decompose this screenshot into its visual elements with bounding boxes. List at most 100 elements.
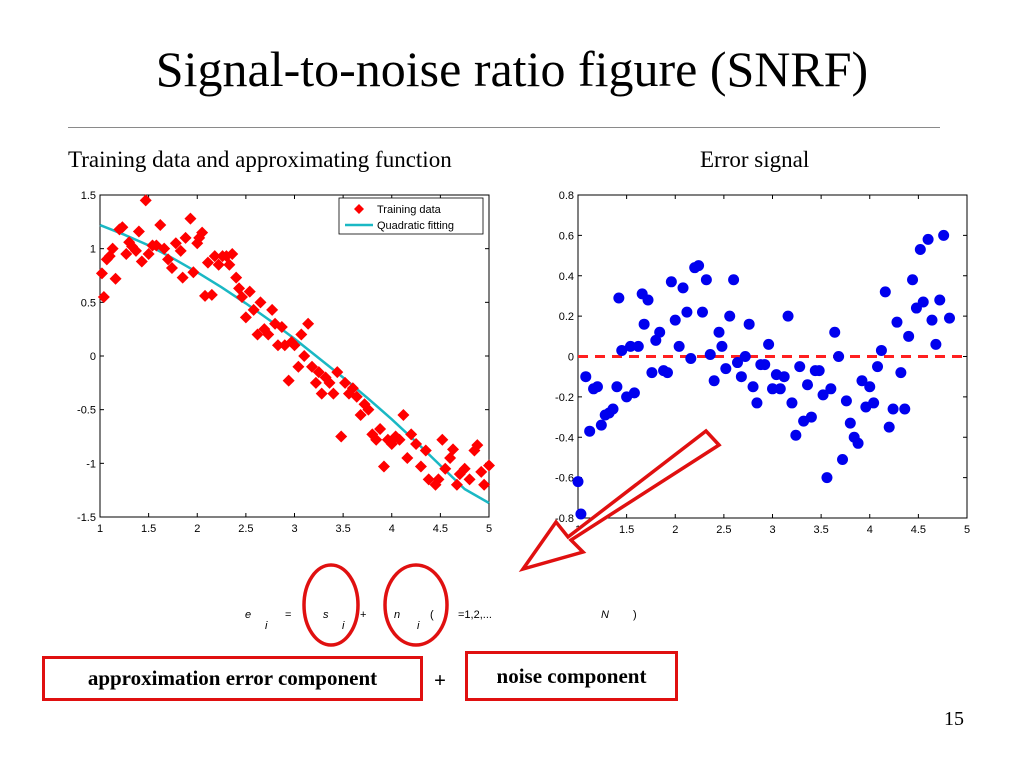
data-point bbox=[700, 274, 712, 286]
equation-noise: n bbox=[394, 609, 400, 621]
data-point bbox=[129, 244, 142, 257]
data-point bbox=[879, 286, 891, 298]
data-point bbox=[239, 311, 252, 324]
data-point bbox=[410, 438, 423, 451]
data-point bbox=[230, 271, 243, 284]
data-point bbox=[419, 444, 432, 457]
data-point bbox=[837, 453, 849, 465]
y-tick-label: 0 bbox=[90, 351, 96, 363]
y-tick-label: -1.5 bbox=[77, 512, 96, 524]
data-point bbox=[938, 229, 950, 241]
data-point bbox=[914, 244, 926, 256]
data-point bbox=[817, 389, 829, 401]
data-point bbox=[693, 260, 705, 272]
data-point bbox=[926, 314, 938, 326]
data-point bbox=[405, 428, 418, 441]
data-point bbox=[106, 242, 119, 255]
title-divider bbox=[68, 127, 940, 128]
data-point bbox=[575, 508, 587, 520]
data-point bbox=[346, 382, 359, 395]
data-point bbox=[638, 318, 650, 330]
data-point bbox=[917, 296, 929, 308]
legend-label-training: Training data bbox=[377, 204, 442, 216]
data-point bbox=[223, 258, 236, 271]
data-point bbox=[813, 365, 825, 377]
data-point bbox=[868, 397, 880, 409]
approximation-error-box: approximation error component bbox=[42, 656, 423, 701]
data-point bbox=[176, 271, 189, 284]
data-point bbox=[295, 328, 308, 341]
data-point bbox=[205, 288, 218, 301]
data-point bbox=[226, 248, 239, 261]
data-point bbox=[439, 462, 452, 475]
data-point bbox=[327, 387, 340, 400]
data-point bbox=[821, 472, 833, 484]
data-point bbox=[899, 403, 911, 415]
data-point bbox=[483, 459, 495, 472]
data-point bbox=[716, 340, 728, 352]
equation-signal: s bbox=[323, 609, 329, 621]
data-point bbox=[669, 314, 681, 326]
data-point bbox=[825, 383, 837, 395]
data-point bbox=[728, 274, 740, 286]
data-point bbox=[247, 303, 260, 316]
data-point bbox=[580, 371, 592, 383]
data-point bbox=[271, 339, 284, 352]
data-point bbox=[778, 371, 790, 383]
data-point bbox=[747, 381, 759, 393]
data-point bbox=[625, 340, 637, 352]
data-point bbox=[713, 326, 725, 338]
data-point bbox=[891, 316, 903, 328]
x-tick-label: 3 bbox=[769, 524, 775, 536]
approximation-error-label: approximation error component bbox=[87, 666, 378, 690]
data-point bbox=[169, 237, 182, 250]
data-point bbox=[393, 433, 406, 446]
y-tick-label: 1.5 bbox=[81, 190, 96, 202]
x-tick-label: 4.5 bbox=[911, 524, 926, 536]
data-point bbox=[613, 292, 625, 304]
data-point bbox=[450, 478, 463, 491]
data-point bbox=[397, 409, 410, 422]
data-point bbox=[930, 338, 942, 350]
y-tick-label: -0.5 bbox=[77, 405, 96, 417]
data-point bbox=[135, 255, 148, 268]
data-point bbox=[475, 465, 488, 478]
y-tick-label: 0.4 bbox=[559, 271, 574, 283]
data-point bbox=[120, 248, 133, 261]
data-point bbox=[856, 375, 868, 387]
equation-equals: = bbox=[285, 609, 291, 621]
data-point bbox=[132, 225, 145, 238]
data-point bbox=[116, 221, 129, 234]
equation-lhs: e bbox=[245, 609, 251, 621]
y-tick-label: 0 bbox=[568, 352, 574, 364]
x-tick-label: 4.5 bbox=[433, 523, 448, 535]
data-point bbox=[302, 317, 315, 330]
x-tick-label: 1.5 bbox=[141, 523, 156, 535]
equation-signal-subscript: i bbox=[342, 620, 345, 632]
y-tick-label: -0.2 bbox=[555, 392, 574, 404]
data-point bbox=[883, 421, 895, 433]
x-tick-label: 1 bbox=[97, 523, 103, 535]
x-tick-label: 1.5 bbox=[619, 524, 634, 536]
equation: e i = s i + n i ( i =1,2,... N ) bbox=[245, 609, 637, 632]
data-point bbox=[864, 381, 876, 393]
x-tick-label: 3.5 bbox=[335, 523, 350, 535]
data-point bbox=[432, 473, 445, 486]
x-tick-label: 3 bbox=[291, 523, 297, 535]
data-point bbox=[401, 451, 414, 464]
pointer-arrow bbox=[518, 428, 722, 573]
data-point bbox=[447, 443, 460, 456]
data-point bbox=[95, 267, 108, 280]
data-point bbox=[895, 367, 907, 379]
data-point bbox=[759, 359, 771, 371]
data-point bbox=[681, 306, 693, 318]
data-point bbox=[584, 425, 596, 437]
data-point bbox=[275, 321, 288, 334]
y-tick-label: -0.8 bbox=[555, 513, 574, 525]
x-tick-label: 4 bbox=[389, 523, 395, 535]
data-point bbox=[696, 306, 708, 318]
data-point bbox=[165, 261, 178, 274]
data-point bbox=[97, 290, 110, 303]
data-point bbox=[840, 395, 852, 407]
